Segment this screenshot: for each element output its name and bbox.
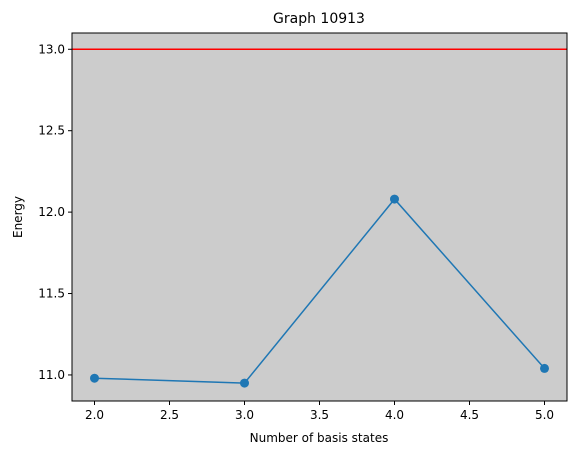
x-tick-label: 2.5 (160, 408, 179, 422)
y-tick-label: 12.5 (38, 124, 65, 138)
x-axis: 2.0 2.5 3.0 3.5 4.0 4.5 5.0 (85, 401, 554, 422)
x-tick-label: 3.5 (310, 408, 329, 422)
y-axis-label: Energy (11, 196, 25, 238)
y-tick-label: 13.0 (38, 42, 65, 56)
series-layer (90, 194, 549, 388)
x-tick-label: 3.0 (235, 408, 254, 422)
data-point (240, 378, 249, 388)
series-line (94, 197, 546, 384)
y-tick-label: 11.0 (38, 368, 65, 382)
x-tick-label: 5.0 (535, 408, 554, 422)
x-axis-label: Number of basis states (250, 431, 389, 445)
x-tick-label: 2.0 (85, 408, 104, 422)
x-tick-label: 4.5 (460, 408, 479, 422)
y-axis: 11.0 11.5 12.0 12.5 13.0 (38, 42, 72, 382)
chart-title: Graph 10913 (273, 11, 365, 27)
plot-area (72, 33, 567, 401)
y-tick-label: 12.0 (38, 205, 65, 219)
data-point (90, 373, 99, 383)
x-tick-label: 4.0 (385, 408, 404, 422)
y-tick-label: 11.5 (38, 287, 65, 301)
data-point (540, 363, 549, 373)
data-point (390, 194, 399, 204)
